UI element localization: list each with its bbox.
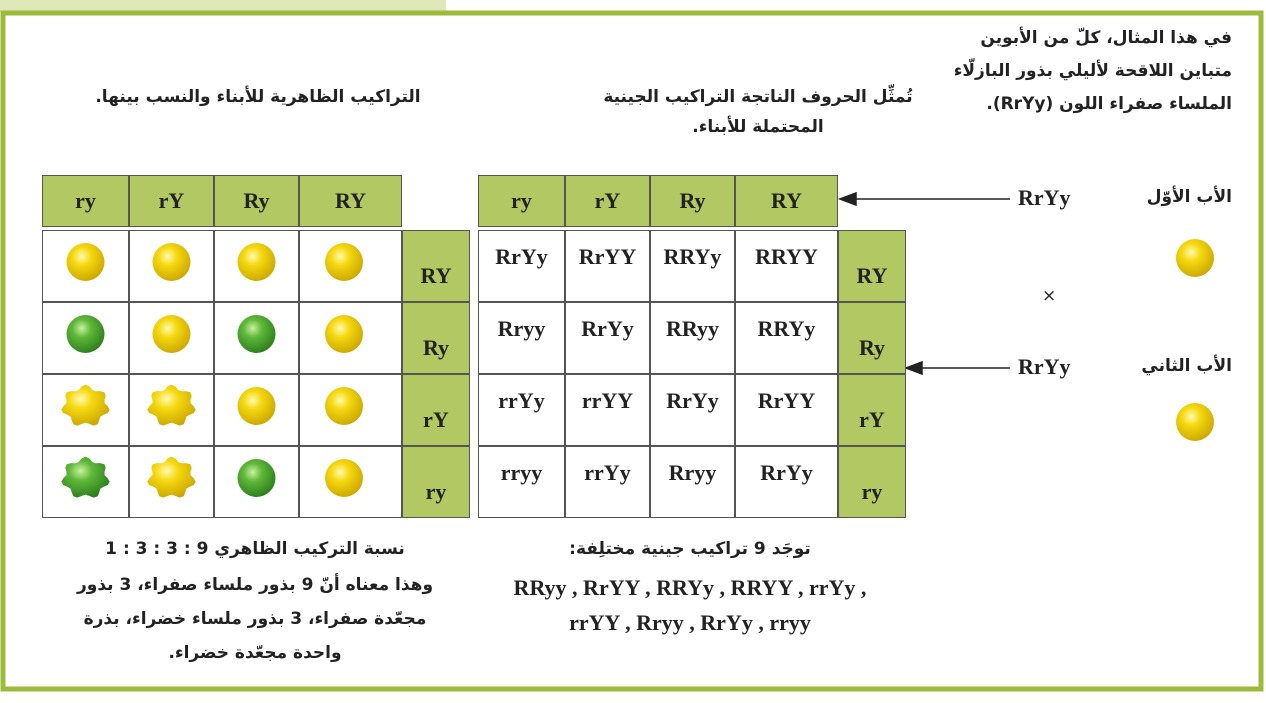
phenotype-cell [299,446,402,518]
row-header: ry [838,446,906,518]
genotype-cell: rryy [478,446,565,518]
phenotype-cell [42,446,129,518]
genotype-cell: rrYy [565,446,650,518]
phenotype-cell [129,302,214,374]
genotype-cell: RrYY [565,230,650,302]
pea [61,456,110,498]
genotype-note: rrYY , Rryy , RrYy , rryy [569,610,811,635]
phenotype-cell [42,230,129,302]
phenotype-note: مجعّدة صفراء، 3 بذور ملساء خضراء، بذرة [83,609,427,629]
genotype-cell: rrYy [478,374,565,446]
pea [1176,403,1214,441]
genotype-caption: المحتملة للأبناء. [692,117,824,137]
arrows [837,191,1010,376]
column-header: ry [478,175,565,227]
pea [152,243,191,281]
parent-label: الأب الأوّل [1146,187,1232,207]
pea [66,315,105,353]
genotype-cell: Rryy [478,302,565,374]
row-header: Ry [402,302,470,374]
top-tab [0,0,446,12]
pea [325,315,363,353]
genotype-cell: RRYy [650,230,735,302]
row-header: rY [402,374,470,446]
frame [0,10,1264,692]
column-header: rY [129,175,214,227]
pea [1176,239,1214,277]
pea [237,459,276,497]
genotype-cell: RrYy [650,374,735,446]
phenotype-cell [42,302,129,374]
phenotype-cell [129,230,214,302]
column-header: Ry [214,175,299,227]
phenotype-cell [299,374,402,446]
phenotype-cell [299,230,402,302]
pea [61,384,110,426]
phenotype-note: نسبة التركيب الظاهري 9 : 3 : 3 : 1 [105,539,405,559]
genotype-cell: RRYY [735,230,838,302]
row-header: RY [402,230,470,302]
genotype-note: RRyy , RrYY , RRYy , RRYY , rrYy , [513,575,867,600]
phenotype-note: واحدة مجعّدة خضراء. [168,643,342,663]
genotype-cell: RrYy [565,302,650,374]
pea [147,456,196,498]
phenotype-cell [299,302,402,374]
phenotype-cell [214,302,299,374]
column-header: ry [42,175,129,227]
genotype-caption: تُمثِّل الحروف الناتجة التراكيب الجينية [603,87,913,107]
phenotype-cell [214,230,299,302]
pea [237,387,276,425]
phenotype-note: وهذا معناه أنّ 9 بذور ملساء صفراء، 3 بذو… [76,575,434,595]
genotype-cell: RRYy [735,302,838,374]
pea [325,243,363,281]
column-header: RY [735,175,838,227]
genotype-cell: Rryy [650,446,735,518]
genotype-cell: RrYy [735,446,838,518]
column-header: Ry [650,175,735,227]
cross-symbol: × [1042,286,1057,306]
pea [147,384,196,426]
intro-line: متباين اللاقحة لأليلي بذور البازلّاء [953,61,1232,81]
pea [237,243,276,281]
row-header: RY [838,230,906,302]
phenotype-cell [214,374,299,446]
genotype-cell: rrYY [565,374,650,446]
phenotype-cell [129,374,214,446]
pea [325,459,363,497]
row-header: Ry [838,302,906,374]
pea [237,315,276,353]
phenotype-caption: التراكيب الظاهرية للأبناء والنسب بينها. [95,87,421,107]
peas [61,239,1214,498]
parent-label: الأب الثاني [1141,356,1232,376]
intro-line: في هذا المثال، كلّ من الأبوين [980,28,1232,48]
parent-genotype: RrYy [1018,354,1071,379]
genotype-cell: RrYY [735,374,838,446]
pea [66,243,105,281]
row-header: rY [838,374,906,446]
phenotype-cell [42,374,129,446]
column-header: rY [565,175,650,227]
column-header: RY [299,175,402,227]
intro-line: الملساء صفراء اللون (RrYy). [986,94,1232,114]
genotype-note: توجَد 9 تراكيب جينية مختلِفة: [569,539,811,559]
phenotype-cell [214,446,299,518]
genotype-cell: RRyy [650,302,735,374]
phenotype-cell [129,446,214,518]
row-header: ry [402,446,470,518]
genotype-cell: RrYy [478,230,565,302]
parent-genotype: RrYy [1018,185,1071,210]
pea [325,387,363,425]
pea [152,315,191,353]
